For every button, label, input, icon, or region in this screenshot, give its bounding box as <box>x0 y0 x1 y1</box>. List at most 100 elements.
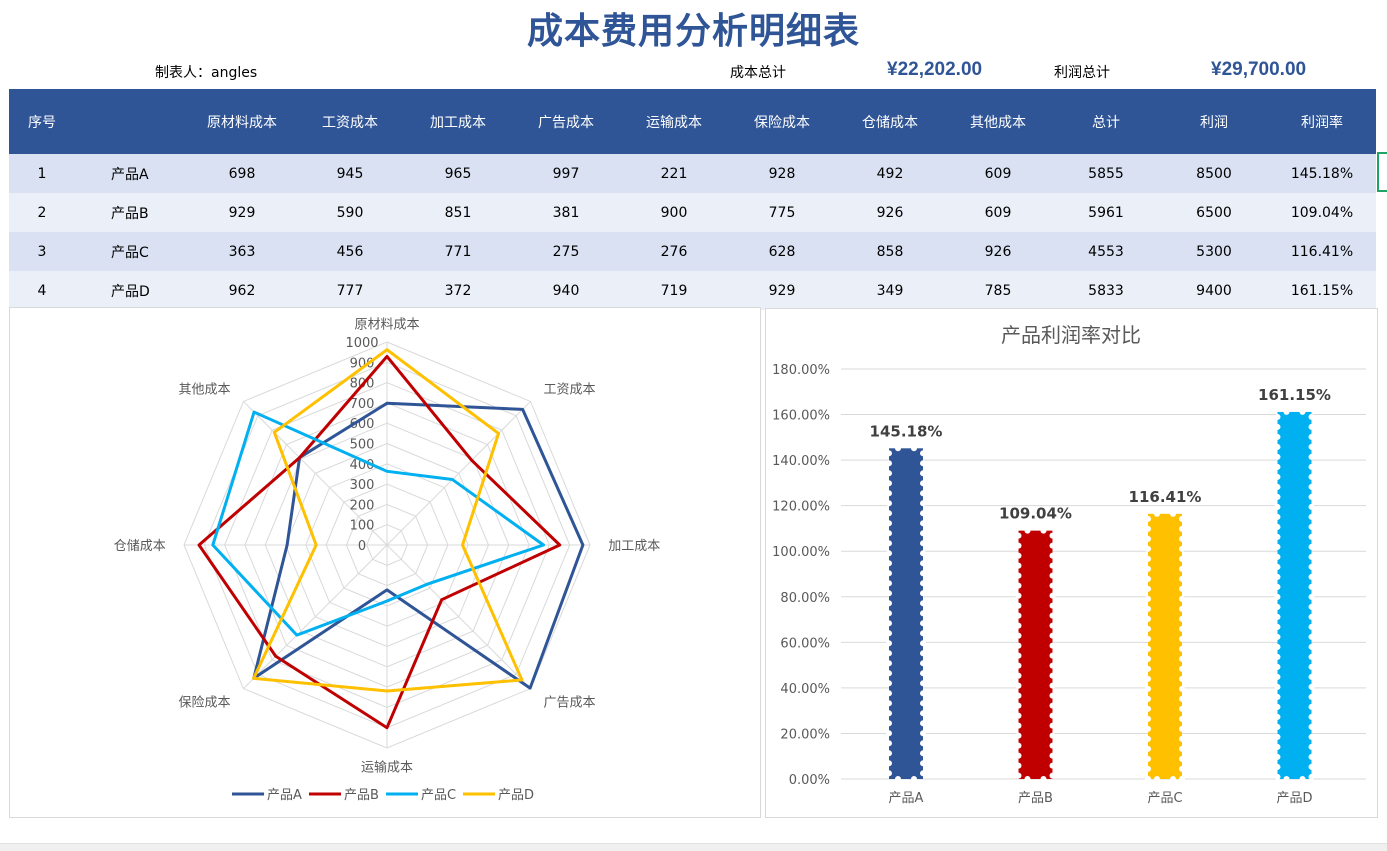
table-cell[interactable]: 116.41% <box>1268 232 1376 271</box>
table-cell[interactable]: 926 <box>836 193 944 232</box>
table-cell[interactable]: 221 <box>620 154 728 193</box>
bar-edge-notch <box>1049 652 1056 659</box>
bar-edge-notch <box>1274 443 1281 450</box>
table-cell[interactable]: 3 <box>9 232 75 271</box>
table-cell[interactable]: 产品C <box>75 232 188 271</box>
bar-edge-notch <box>886 590 892 597</box>
bar-chart-panel[interactable]: 产品利润率对比 0.00% 20.00% 40.00% 60.00% 80.00% 100.… <box>765 308 1378 818</box>
table-cell[interactable]: 4553 <box>1052 232 1160 271</box>
table-cell[interactable]: 929 <box>188 193 296 232</box>
table-cell[interactable]: 381 <box>512 193 620 232</box>
table-cell[interactable]: 276 <box>620 232 728 271</box>
table-cell[interactable]: 4 <box>9 271 75 310</box>
bar-edge-notch <box>1308 473 1315 480</box>
bar-edge-notch <box>1179 765 1185 772</box>
table-cell[interactable]: 9400 <box>1160 271 1268 310</box>
table-cell[interactable]: 产品D <box>75 271 188 310</box>
bar-edge-notch <box>1308 713 1315 720</box>
bar-edge-notch <box>920 590 926 597</box>
bar-edge-notch <box>1274 473 1281 480</box>
table-cell[interactable]: 372 <box>404 271 512 310</box>
table-cell[interactable]: 628 <box>728 232 836 271</box>
table-cell[interactable]: 456 <box>296 232 404 271</box>
bar-edge-notch <box>1179 715 1185 722</box>
bar-edge-notch <box>1274 513 1281 520</box>
table-cell[interactable]: 962 <box>188 271 296 310</box>
table-cell[interactable]: 590 <box>296 193 404 232</box>
radar-tick-label: 100 <box>350 519 375 534</box>
table-cell[interactable]: 929 <box>728 271 836 310</box>
table-cell[interactable]: 492 <box>836 154 944 193</box>
bar-edge-notch <box>1049 612 1056 619</box>
table-cell[interactable]: 1 <box>9 154 75 193</box>
sheet-tab-bar[interactable] <box>0 843 1387 851</box>
bar-edge-notch <box>1015 562 1022 569</box>
table-cell[interactable]: 161.15% <box>1268 271 1376 310</box>
bar-edge-notch <box>886 760 892 767</box>
bar-edge-notch <box>1145 735 1151 742</box>
table-cell[interactable]: 275 <box>512 232 620 271</box>
bar-edge-notch <box>1308 573 1315 580</box>
bar-edge-notch <box>1049 552 1056 559</box>
table-cell[interactable]: 698 <box>188 154 296 193</box>
bar-edge-notch <box>1274 413 1281 420</box>
table-cell[interactable]: 775 <box>728 193 836 232</box>
bar-edge-notch <box>1015 542 1022 549</box>
table-cell[interactable]: 851 <box>404 193 512 232</box>
table-row: 4 产品D 962 777 372 940 719 929 349 785 5833 9400 161.… <box>9 271 1376 310</box>
table-cell[interactable]: 8500 <box>1160 154 1268 193</box>
bar-edge-notch <box>1308 763 1315 770</box>
table-cell[interactable]: 719 <box>620 271 728 310</box>
bar-edge-notch <box>1299 408 1306 415</box>
table-cell[interactable]: 858 <box>836 232 944 271</box>
bar-edge-notch <box>1145 655 1151 662</box>
table-cell[interactable]: 5300 <box>1160 232 1268 271</box>
table-cell[interactable]: 926 <box>944 232 1052 271</box>
radar-axis-label: 广告成本 <box>543 695 595 710</box>
table-cell[interactable]: 609 <box>944 193 1052 232</box>
table-cell[interactable]: 349 <box>836 271 944 310</box>
table-cell[interactable]: 5961 <box>1052 193 1160 232</box>
table-cell[interactable]: 609 <box>944 154 1052 193</box>
bar-edge-notch <box>1049 592 1056 599</box>
table-cell[interactable]: 777 <box>296 271 404 310</box>
bar-edge-notch <box>1145 765 1151 772</box>
table-cell[interactable]: 109.04% <box>1268 193 1376 232</box>
bar-edge-notch <box>1308 423 1315 430</box>
table-cell[interactable]: 997 <box>512 154 620 193</box>
table-cell[interactable]: 5833 <box>1052 271 1160 310</box>
bar-edge-notch <box>1049 662 1056 669</box>
table-cell[interactable]: 785 <box>944 271 1052 310</box>
bar-edge-notch <box>1145 695 1151 702</box>
bar-edge-notch <box>920 650 926 657</box>
selected-cell-indicator <box>1377 152 1387 192</box>
bar-edge-notch <box>1308 693 1315 700</box>
bar-edge-notch <box>1308 533 1315 540</box>
column-header: 仓储成本 <box>836 89 944 154</box>
bar-edge-notch <box>1179 575 1185 582</box>
table-cell[interactable]: 900 <box>620 193 728 232</box>
bar-edge-notch <box>1308 703 1315 710</box>
bar-edge-notch <box>1274 463 1281 470</box>
table-cell[interactable]: 6500 <box>1160 193 1268 232</box>
table-cell[interactable]: 产品A <box>75 154 188 193</box>
bar-edge-notch <box>920 500 926 507</box>
radar-chart-panel[interactable]: 原材料成本 工资成本 加工成本 广告成本 运输成本 保险成本 仓储成本 其他成本 0 100 200… <box>9 307 761 818</box>
bar-edge-notch <box>1145 535 1151 542</box>
table-cell[interactable]: 产品B <box>75 193 188 232</box>
table-cell[interactable]: 2 <box>9 193 75 232</box>
table-cell[interactable]: 940 <box>512 271 620 310</box>
table-cell[interactable]: 363 <box>188 232 296 271</box>
table-cell[interactable]: 928 <box>728 154 836 193</box>
bar-edge-notch <box>1308 493 1315 500</box>
bar-edge-notch <box>1308 633 1315 640</box>
table-cell[interactable]: 771 <box>404 232 512 271</box>
table-cell[interactable]: 965 <box>404 154 512 193</box>
bar-edge-notch <box>1274 583 1281 590</box>
radar-axis-label: 原材料成本 <box>354 318 419 333</box>
bar-edge-notch <box>1024 776 1031 782</box>
table-cell[interactable]: 945 <box>296 154 404 193</box>
table-cell[interactable]: 5855 <box>1052 154 1160 193</box>
table-cell[interactable]: 145.18% <box>1268 154 1376 193</box>
bar-edge-notch <box>1274 723 1281 730</box>
